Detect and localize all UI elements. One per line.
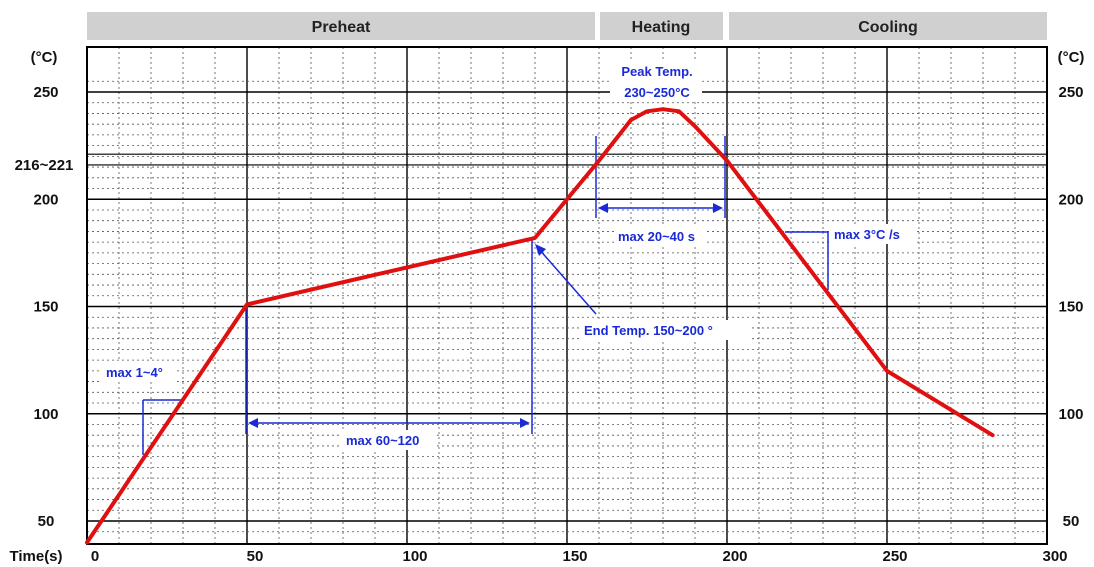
reflow-curve [85,107,995,545]
x-tick-label: 300 [1042,548,1067,565]
y-tick-label-right: 150 [1058,299,1083,316]
x-tick-label: 50 [247,548,264,565]
heat-window-text-bg [614,226,706,246]
end-temp-pointer [537,247,597,315]
annotation-cool-rate: max 3°C /s [834,227,900,242]
y-axis-unit-left: (°C) [31,49,58,66]
x-tick-labels: 0 50 100 150 200 250 300 [91,548,1068,565]
plot-frame [86,46,1048,545]
end-temp-arrowhead [535,244,546,256]
annotation-end-temp: End Temp. 150~200 ° [584,323,713,338]
peak-text-bg [610,62,702,102]
y-tick-label-right: 50 [1063,513,1080,530]
y-axis-unit-right: (°C) [1058,49,1085,66]
y-tick-label-left: 50 [38,513,55,530]
annotation-arrowheads [248,203,723,428]
phase-bar-group: Preheat Heating Cooling [87,12,1047,40]
annotation-heat-window: max 20~40 s [618,229,695,244]
x-tick-label: 0 [91,548,99,565]
phase-label-cooling: Cooling [858,19,918,36]
phase-bar-preheat [87,12,595,40]
phase-label-heating: Heating [632,19,691,36]
y-tick-label-left: 200 [33,191,58,208]
phase-bar-heating [600,12,723,40]
cool-rate-bracket [785,231,829,290]
y-tick-label-left: 250 [33,84,58,101]
preheat-arrowhead-right [520,418,530,428]
annotation-peak-line2: 230~250°C [624,85,690,100]
preheat-window-text-bg [342,430,434,450]
y-tick-label-right: 100 [1058,406,1083,423]
phase-label-preheat: Preheat [312,19,371,36]
y-tick-labels-left: 50 100 150 200 250 [33,84,58,530]
y-tick-label-left: 100 [33,406,58,423]
x-tick-label: 150 [562,548,587,565]
grid [87,47,1047,544]
y-tick-label-left: 150 [33,299,58,316]
ramp-rate-text-bg [102,362,176,382]
y-tick-label-216-221: 216~221 [15,157,74,174]
end-temp-text-bg [580,320,752,340]
cool-rate-text-bg [831,224,915,244]
phase-bar-cooling [729,12,1047,40]
x-axis-label: Time(s) [9,548,62,565]
x-tick-label: 200 [722,548,747,565]
annotation-preheat-window: max 60~120 [346,433,419,448]
y-tick-labels-right: 50 100 150 200 250 [1058,84,1083,530]
heating-arrowhead-right [713,203,723,213]
y-tick-label-right: 250 [1058,84,1083,101]
heating-arrowhead-left [598,203,608,213]
x-tick-label: 100 [402,548,427,565]
annotations [142,136,829,455]
y-tick-label-right: 200 [1058,191,1083,208]
annotation-ramp-rate: max 1~4° [106,365,163,380]
x-tick-label: 250 [882,548,907,565]
preheat-arrowhead-left [248,418,258,428]
annotation-peak-line1: Peak Temp. [621,64,692,79]
